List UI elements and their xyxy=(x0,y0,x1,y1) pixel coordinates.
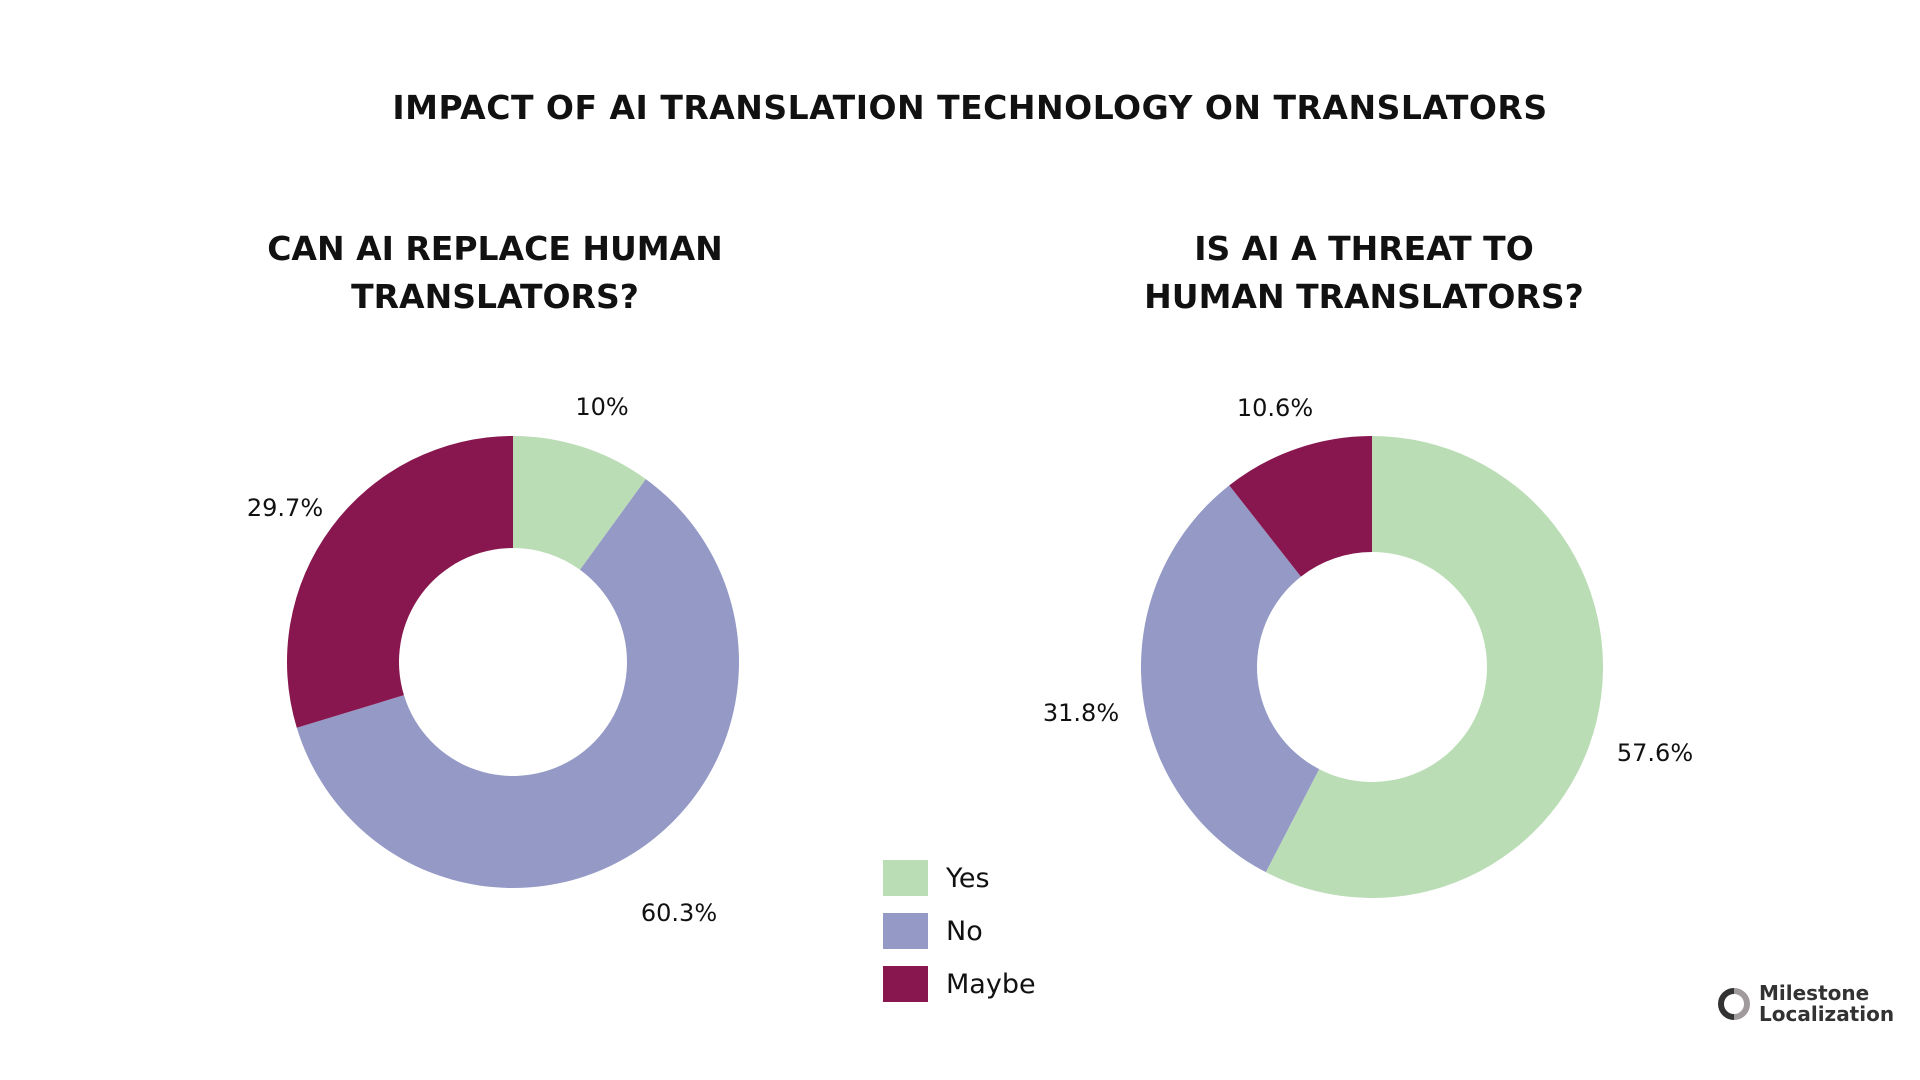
data-label: 10% xyxy=(575,393,628,421)
legend-swatch xyxy=(883,966,928,1002)
legend-label: Maybe xyxy=(946,968,1036,1000)
donut-slice-yes xyxy=(513,436,646,570)
donut-slice-no xyxy=(296,479,740,889)
logo-line: Localization xyxy=(1759,1002,1895,1026)
donut-slice-no xyxy=(1140,485,1320,873)
logo-line: Milestone xyxy=(1759,981,1870,1005)
donut-slice-maybe xyxy=(1229,436,1372,577)
left-chart-subtitle: CAN AI REPLACE HUMAN TRANSLATORS? xyxy=(195,225,795,321)
donut-slice-maybe xyxy=(287,436,513,728)
legend-item-no: No xyxy=(883,913,983,949)
data-label: 57.6% xyxy=(1617,739,1693,767)
logo-ring-icon xyxy=(1718,988,1750,1020)
data-label: 10.6% xyxy=(1237,394,1313,422)
legend-label: Yes xyxy=(946,862,990,894)
right-chart-subtitle: IS AI A THREAT TO HUMAN TRANSLATORS? xyxy=(1064,225,1664,321)
donut-slice-yes xyxy=(1265,436,1603,898)
subtitle-line: IS AI A THREAT TO xyxy=(1194,229,1534,268)
subtitle-line: HUMAN TRANSLATORS? xyxy=(1144,277,1584,316)
subtitle-line: TRANSLATORS? xyxy=(351,277,639,316)
subtitle-line: CAN AI REPLACE HUMAN xyxy=(267,229,723,268)
legend-swatch xyxy=(883,913,928,949)
data-label: 29.7% xyxy=(247,494,323,522)
data-label: 31.8% xyxy=(1043,699,1119,727)
legend-label: No xyxy=(946,915,983,947)
legend-item-maybe: Maybe xyxy=(883,966,1036,1002)
chart-title: IMPACT OF AI TRANSLATION TECHNOLOGY ON T… xyxy=(392,88,1548,127)
legend-item-yes: Yes xyxy=(883,860,990,896)
legend-swatch xyxy=(883,860,928,896)
data-label: 60.3% xyxy=(641,899,717,927)
milestone-logo: Milestone Localization xyxy=(1717,983,1894,1025)
